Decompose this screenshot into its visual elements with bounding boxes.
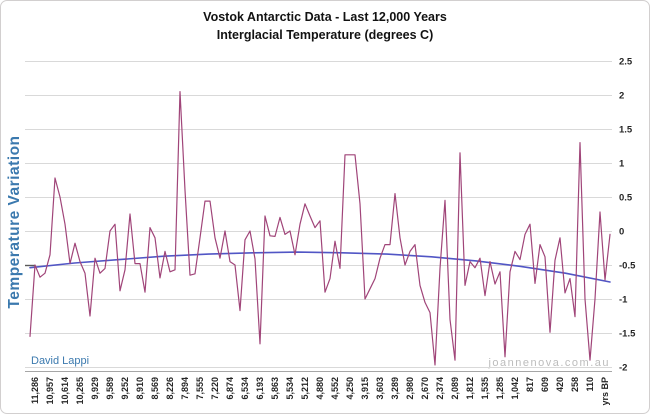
chart-title-line2: Interglacial Temperature (degrees C) [216,28,434,42]
x-axis-label: 2,980 [405,377,415,400]
x-axis-label: 9,929 [90,377,100,400]
y-axis-label: -1 [619,295,628,306]
x-axis-label: 2,089 [450,377,460,400]
x-axis-label: 9,252 [120,377,130,400]
y-axis-label: 2.5 [619,57,633,68]
y-axis-label: 0.5 [619,193,633,204]
author-credit: David Lappi [31,355,90,367]
x-axis-label: 7,555 [195,377,205,400]
x-axis-label: 10,614 [60,377,70,405]
x-axis-label: 11,286 [30,377,40,404]
x-axis-label: 4,880 [315,377,325,400]
x-axis-label: 6,193 [255,377,265,400]
x-axis-label: 1,042 [510,377,520,400]
y-axis-label: 1.5 [619,125,633,136]
y-axis-label: -2 [619,363,627,374]
x-axis-label: 3,603 [375,377,385,400]
x-axis-label: 7,220 [210,377,220,400]
x-axis-label: 2,670 [420,377,430,400]
x-axis-label: 1,812 [465,377,475,400]
x-axis-label: 5,863 [270,377,280,400]
x-axis-label: 7,894 [180,377,190,400]
trend-line [29,251,611,283]
x-axis-label: 8,569 [150,377,160,400]
x-axis-label: 609 [540,377,550,392]
x-axis-label: 1,535 [480,377,490,400]
x-axis-label: 10,265 [75,377,85,405]
x-axis-label: 420 [555,377,565,392]
x-axis-label: 5,534 [285,377,295,400]
x-axis-label: 10,957 [45,377,55,405]
x-axis-label: 3,289 [390,377,400,400]
x-axis-label: 8,910 [135,377,145,400]
x-axis-label: 258 [570,377,580,392]
x-axis-label: 4,250 [345,377,355,400]
watermark-text: joannenova.com.au [488,357,610,369]
x-axis-label: 4,552 [330,377,340,400]
x-axis-label: 5,212 [300,377,310,400]
y-axis-label: -0.5 [619,261,636,272]
x-axis-label: 6,534 [240,377,250,400]
x-axis-unit-label: yrs BP [600,377,610,406]
x-axis-label: 3,915 [360,377,370,400]
x-axis-label: 6,874 [225,377,235,400]
y-axis-label: -1.5 [619,329,636,340]
x-axis-label: 110 [585,377,595,392]
chart-title-line1: Vostok Antarctic Data - Last 12,000 Year… [203,10,447,24]
x-axis-label: 8,226 [165,377,175,400]
temperature-line [29,90,611,366]
y-axis-label: 1 [619,159,625,170]
x-axis-label: 2,374 [435,377,445,400]
y-axis-label: 2 [619,91,624,102]
x-axis-label: 9,589 [105,377,115,400]
x-axis-label: 817 [525,377,535,392]
y-axis-label: 0 [619,227,624,238]
x-axis-label: 1,285 [495,377,505,400]
